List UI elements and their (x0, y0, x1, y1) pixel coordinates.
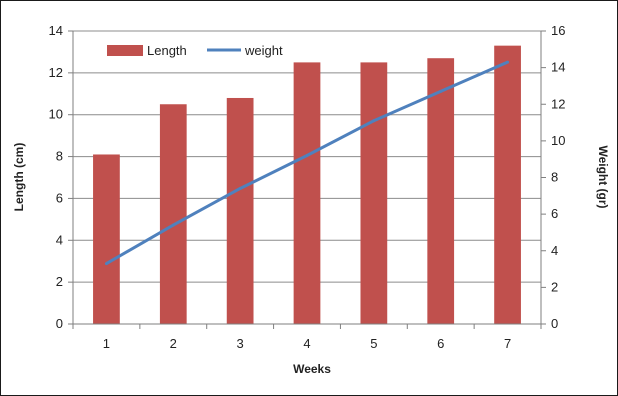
y-right-tick-label: 0 (551, 316, 558, 331)
y-left-tick-label: 12 (49, 65, 63, 80)
y-right-tick-label: 14 (551, 60, 565, 75)
y-left-tick-label: 2 (56, 274, 63, 289)
y-left-tick-label: 4 (56, 232, 63, 247)
y-axis-left-title: Length (cm) (12, 143, 26, 212)
bar-length (226, 97, 254, 324)
point-weight (171, 223, 175, 227)
y-right-tick-label: 10 (551, 133, 565, 148)
y-right-tick-label: 2 (551, 279, 558, 294)
x-tick-label: 6 (437, 336, 444, 351)
bar-length (360, 62, 388, 325)
legend-label-length: Length (147, 43, 187, 58)
bar-length (293, 62, 321, 325)
y-left-tick-label: 8 (56, 149, 63, 164)
x-tick-label: 3 (237, 336, 244, 351)
y-right-tick-label: 8 (551, 170, 558, 185)
y-right-tick-label: 12 (551, 96, 565, 111)
axes (68, 30, 546, 329)
legend-swatch-length (107, 45, 143, 56)
point-weight (439, 89, 443, 93)
y-right-tick-label: 6 (551, 206, 558, 221)
bar-length (494, 45, 521, 325)
legend: Length weight (107, 43, 283, 58)
x-axis-title: Weeks (293, 362, 331, 376)
y-axis-right-title: Weight (gr) (596, 145, 610, 208)
y-left-tick-label: 0 (56, 316, 63, 331)
x-tick-label: 5 (370, 336, 377, 351)
point-weight (104, 262, 108, 266)
point-weight (506, 60, 510, 64)
bar-length (427, 58, 455, 324)
y-left-tick-label: 10 (49, 107, 63, 122)
point-weight (305, 154, 309, 158)
y-right-tick-label: 4 (551, 243, 558, 258)
y-right-tick-label: 16 (551, 23, 565, 38)
bar-series-length (93, 45, 521, 325)
x-tick-label: 1 (103, 336, 110, 351)
point-weight (238, 186, 242, 190)
legend-label-weight: weight (244, 43, 283, 58)
line-series-weight (104, 60, 510, 266)
point-weight (372, 119, 376, 123)
bar-length (93, 154, 120, 324)
bar-length (159, 104, 187, 324)
y-left-tick-label: 14 (49, 23, 63, 38)
x-tick-label: 2 (170, 336, 177, 351)
x-tick-label: 4 (303, 336, 310, 351)
x-tick-label: 7 (504, 336, 511, 351)
y-left-tick-label: 6 (56, 190, 63, 205)
